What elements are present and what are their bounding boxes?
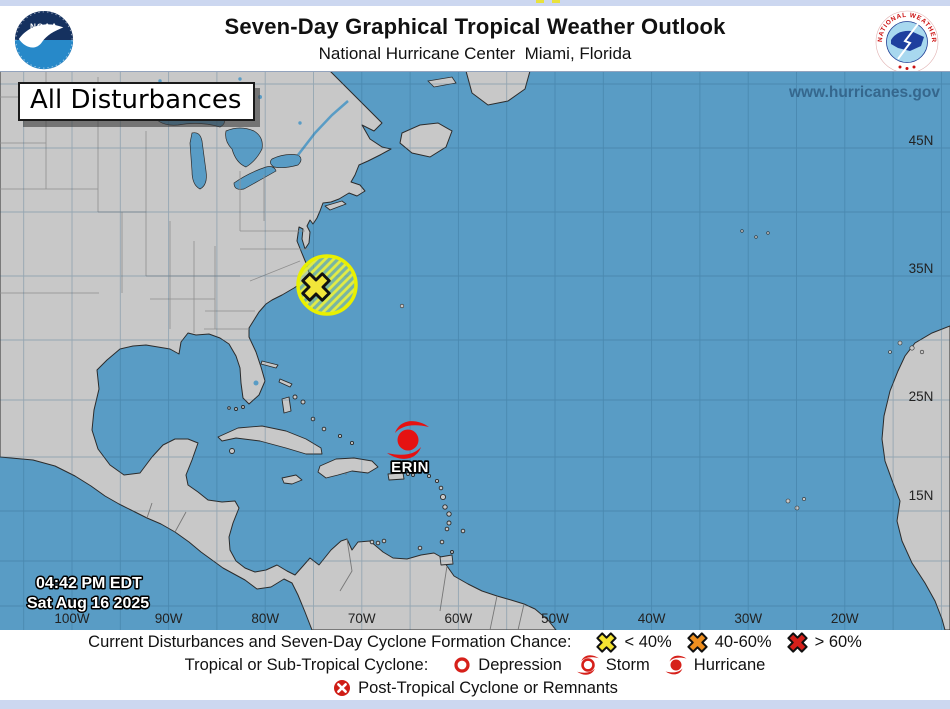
lat-label: 15N [909,488,934,503]
legend-row-cyclone-types: Tropical or Sub-Tropical Cyclone: Depres… [184,653,766,677]
lat-label: 25N [909,389,934,404]
lat-label: 45N [909,133,934,148]
legend-row2-label: Tropical or Sub-Tropical Cyclone: [184,655,429,674]
legend-item-depression-label: Depression [478,655,562,674]
lat-label: 35N [909,261,934,276]
noaa-bird-icon [18,24,64,48]
legend-item-depression: Depression [452,655,562,675]
noaa-logo-bottom [14,40,74,70]
post-tropical-icon [334,680,351,696]
hurricane-icon [387,421,429,459]
legend-item-hurricane-label: Hurricane [693,655,766,674]
caribbean-islands [217,200,466,566]
page-subtitle: National Hurricane Center Miami, Florida [318,44,632,63]
hispaniola [317,457,379,479]
legend-row-post-tropical: Post-Tropical Cyclone or Remnants [332,677,618,700]
storm-name-label: ERIN [391,459,429,476]
legend-item-low-label: < 40% [624,632,672,651]
orange-x-icon [687,631,708,653]
disturbance-area-low-chance[interactable] [296,254,358,316]
legend-item-medium-label: 40-60% [714,632,772,651]
legend-item-hurricane: Hurricane [664,653,766,677]
nws-logo: NATIONAL WEATHER SERVICE [874,9,939,74]
titles: Seven-Day Graphical Tropical Weather Out… [0,6,950,64]
top-edge-artifact [536,0,544,3]
legend: Current Disturbances and Seven-Day Cyclo… [0,630,950,700]
lon-label: 70W [348,611,376,626]
outlook-map[interactable]: ERIN 45N 35N 25N 15N 100W 90W 80W 70W 60… [0,71,950,630]
yellow-x-icon [596,631,618,653]
country-borders [146,461,525,630]
newfoundland [465,71,531,106]
trinidad [439,554,454,566]
legend-row3-label: Post-Tropical Cyclone or Remnants [358,678,618,697]
noaa-logo: NOAA [14,10,74,70]
legend-item-medium: 40-60% [686,631,772,654]
legend-item-high-label: > 60% [814,632,862,651]
lon-label: 60W [445,611,473,626]
africa-landmass [881,325,950,630]
legend-item-storm-label: Storm [605,655,650,674]
lesser-antilles [406,472,466,566]
legend-item-high: > 60% [786,631,862,654]
top-border-bar [0,0,950,6]
mode-label: All Disturbances [30,85,242,115]
lon-label: 80W [251,611,279,626]
atlantic-islands [399,229,925,511]
americas-landmass [0,71,557,630]
jamaica [281,474,303,485]
timestamp-date: Sat Aug 16 2025 [27,595,149,612]
page-title: Seven-Day Graphical Tropical Weather Out… [224,14,726,39]
lon-label: 40W [638,611,666,626]
legend-item-post-tropical: Post-Tropical Cyclone or Remnants [332,678,618,698]
legend-item-low: < 40% [595,631,672,654]
graticule [0,71,950,630]
cuba [217,425,323,455]
disturbance-x-icon [301,272,331,302]
nws-lightning-icon [897,23,919,60]
top-edge-artifact [552,0,560,3]
long-island-ny [324,200,347,211]
bottom-border-bar [0,700,950,709]
depression-icon [454,657,470,673]
lon-label: 90W [155,611,183,626]
header: NOAA Seven-Day Graphical Tropical Weathe… [0,6,950,74]
mode-label-box: All Disturbances [18,82,256,121]
anticosti-island [427,76,457,88]
lon-label: 30W [734,611,762,626]
hurricane-legend-icon [665,655,687,675]
website-link[interactable]: www.hurricanes.gov [788,84,940,101]
legend-row-formation-chance: Current Disturbances and Seven-Day Cyclo… [88,631,862,654]
nova-scotia [399,122,453,158]
hurricane-marker[interactable]: ERIN [387,421,430,478]
bahamas [260,360,293,388]
legend-item-storm: Storm [576,653,650,677]
graticule-labels: 45N 35N 25N 15N 100W 90W 80W 70W 60W 50W… [54,133,933,626]
storm-icon [576,655,599,675]
puerto-rico [387,472,405,481]
state-borders [0,71,309,333]
map-canvas: ERIN 45N 35N 25N 15N 100W 90W 80W 70W 60… [0,71,950,630]
red-x-icon [786,631,808,653]
timestamp: 04:42 PM EDT Sat Aug 16 2025 [26,574,151,614]
legend-row1-label: Current Disturbances and Seven-Day Cyclo… [88,632,572,651]
lon-label: 20W [831,611,859,626]
noaa-logo-text: NOAA [30,22,58,31]
lon-label: 50W [541,611,569,626]
lon-label: 100W [54,611,90,626]
timestamp-time: 04:42 PM EDT [36,575,142,592]
nws-us-map-icon [891,30,924,51]
